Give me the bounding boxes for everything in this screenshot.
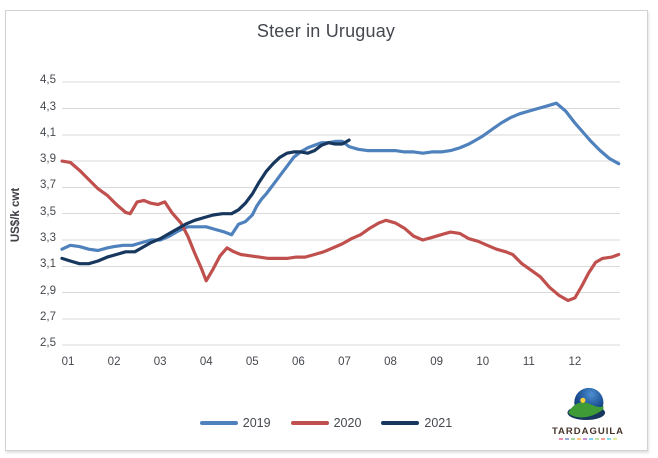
legend-label: 2019 [242, 416, 271, 430]
x-tick-label: 01 [61, 356, 75, 368]
y-tick-label: 4,3 [40, 100, 56, 113]
x-tick-label: 07 [338, 356, 351, 368]
logo-substrip-dot [607, 438, 611, 440]
x-tick-label: 12 [568, 356, 582, 368]
globe-sun [580, 397, 586, 403]
legend-swatch-2020 [290, 421, 329, 425]
globe-hill [568, 402, 604, 418]
logo-substrip-dot [613, 438, 617, 440]
logo-substrip-dot [601, 438, 605, 440]
logo-substrip-dot [571, 438, 575, 440]
y-tick-label: 3,3 [40, 232, 56, 244]
y-tick-label: 4,1 [40, 126, 56, 139]
y-tick-label: 3,5 [40, 205, 56, 218]
logo-substrip-dot [595, 438, 599, 440]
x-tick-label: 06 [291, 356, 305, 368]
y-tick-label: 2,9 [40, 284, 56, 297]
logo-substrip-dot [589, 438, 593, 440]
x-tick-label: 08 [384, 356, 397, 368]
logo-substrip-dot [577, 438, 581, 440]
y-tick-label: 3,1 [40, 258, 56, 271]
logo-substrip-dot [559, 438, 563, 440]
legend-swatch-2021 [381, 421, 420, 425]
legend-label: 2021 [424, 416, 453, 430]
y-tick-label: 3,7 [40, 179, 56, 192]
y-tick-label: 2,5 [40, 337, 56, 350]
legend-swatch-2019 [199, 421, 238, 425]
x-tick-label: 02 [107, 356, 121, 368]
y-tick-label: 3,9 [40, 153, 56, 166]
tardaguila-logo: TARDAGUILA [546, 385, 630, 440]
legend-label: 2020 [333, 416, 362, 430]
x-tick-label: 09 [430, 356, 444, 368]
y-tick-label: 4,5 [40, 74, 56, 87]
tardaguila-globe-icon [567, 387, 606, 420]
y-tick-label: 2,7 [40, 310, 56, 323]
legend-item-2020: 2020 [290, 416, 362, 430]
chart-title: Steer in Uruguay [256, 21, 396, 41]
logo-text: TARDAGUILA [551, 426, 625, 437]
legend: 2019 2020 2021 [5, 416, 647, 430]
legend-item-2019: 2019 [199, 416, 271, 430]
x-tick-label: 03 [153, 356, 167, 368]
logo-substrip [559, 438, 617, 440]
logo-substrip-dot [565, 438, 569, 440]
logo-substrip-dot [583, 438, 587, 440]
x-tick-label: 05 [245, 356, 259, 368]
x-tick-label: 04 [199, 356, 213, 368]
x-tick-label: 10 [476, 356, 490, 368]
legend-item-2021: 2021 [381, 416, 452, 430]
x-tick-label: 11 [522, 356, 535, 368]
